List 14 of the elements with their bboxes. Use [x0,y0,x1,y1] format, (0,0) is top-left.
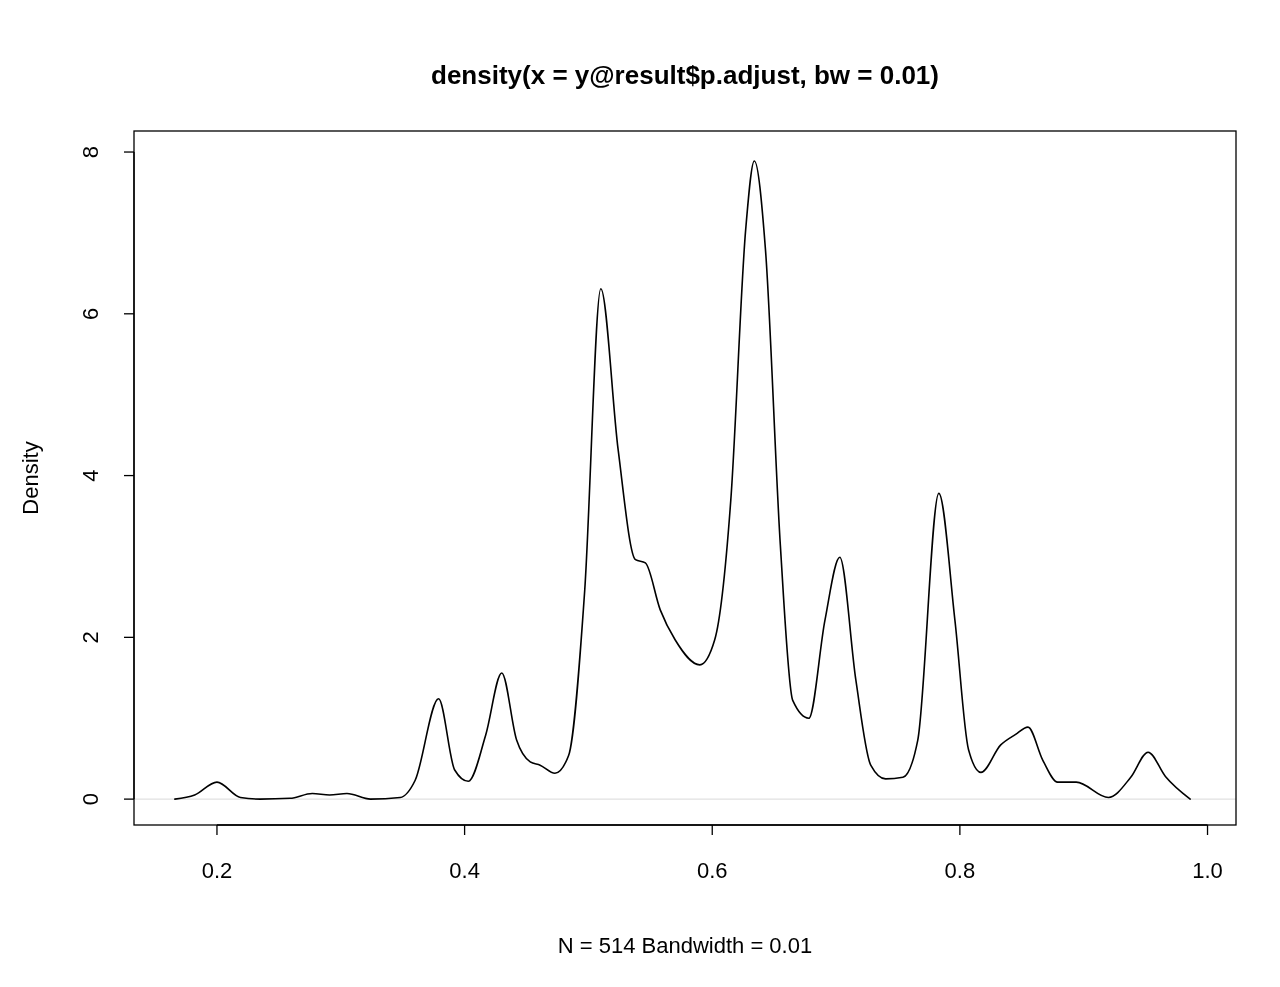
x-tick-label: 1.0 [1192,858,1223,883]
y-tick-label: 8 [78,145,103,159]
x-axis-title: N = 514 Bandwidth = 0.01 [557,933,813,958]
y-tick-label: 2 [78,631,103,644]
x-tick-label: 0.2 [201,858,233,883]
x-tick-label: 0.6 [696,858,728,883]
y-tick-label: 6 [78,307,103,320]
y-axis-title: Density [18,441,43,515]
x-tick-label: 0.8 [944,858,976,883]
y-tick-label: 4 [78,469,103,482]
y-tick-label: 0 [78,792,103,806]
line-series [174,160,1191,800]
chart-title: density(x = y@result$p.adjust, bw = 0.01) [431,60,939,90]
x-tick-label: 0.4 [449,858,480,883]
